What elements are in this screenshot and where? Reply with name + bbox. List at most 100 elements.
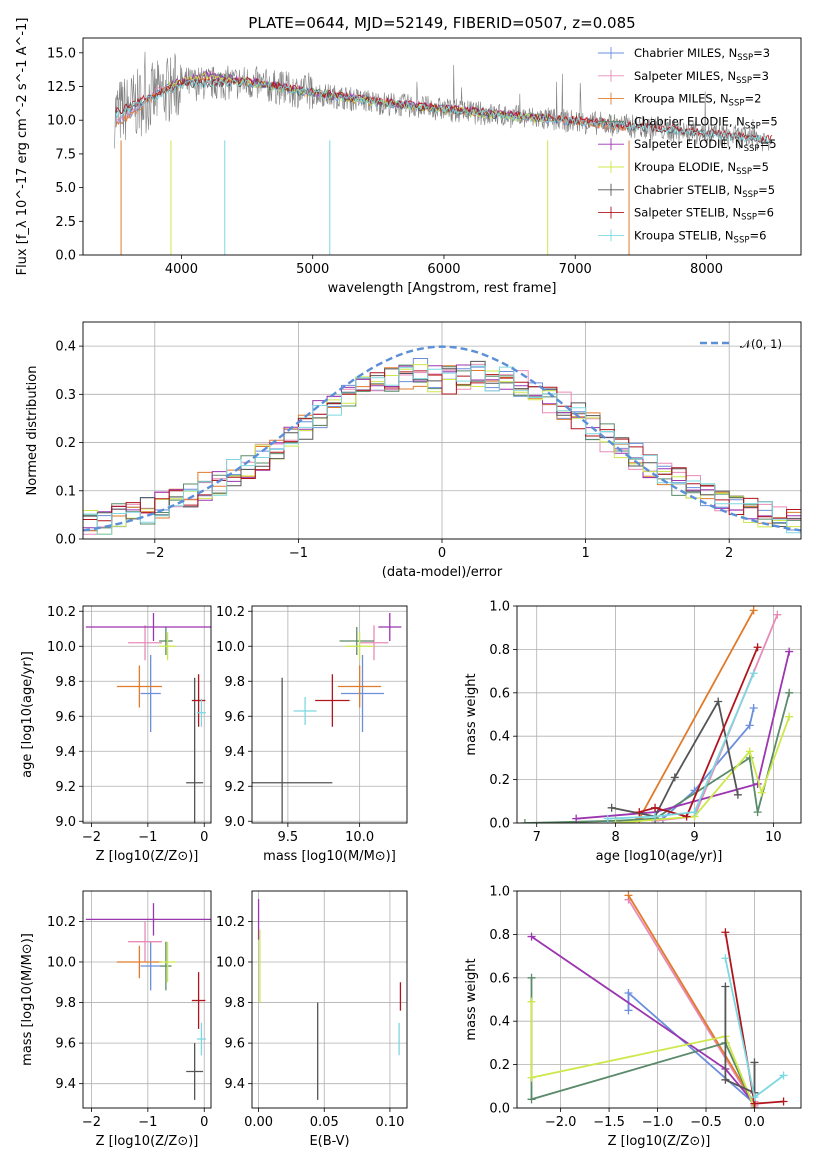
y-tick-label: 9.4 bbox=[224, 745, 245, 760]
axes-age-vs-mass: 9.5 10.0 9.0 9.2 9.4 9.6 9.8 10.0 10.2 mass [log1… bbox=[216, 605, 408, 864]
series-kroupa-stelib bbox=[603, 669, 758, 823]
weight-lines bbox=[527, 891, 788, 1108]
y-tick-label: 15.0 bbox=[47, 46, 76, 61]
x-tick-label: 7000 bbox=[559, 262, 592, 277]
data-point-marker bbox=[733, 790, 742, 799]
data-point bbox=[378, 613, 402, 641]
y-tick-label: 10.0 bbox=[216, 955, 245, 970]
points bbox=[85, 613, 211, 823]
plot-frame bbox=[251, 890, 408, 1109]
plot-frame bbox=[251, 605, 408, 824]
data-point-marker bbox=[749, 703, 758, 712]
data-point bbox=[345, 632, 374, 661]
data-point bbox=[252, 677, 333, 823]
data-point bbox=[160, 941, 172, 991]
plot-frame bbox=[82, 37, 802, 256]
axes-weight-vs-Z: −2.0 −1.5 −1.0 −0.5 0.0 0.0 0.2 0.4 0.6 0.8 1.0 Z [… bbox=[464, 885, 802, 1149]
series-chabrier-elodie bbox=[527, 973, 759, 1108]
y-tick-label: 12.5 bbox=[47, 80, 76, 95]
axes-age-vs-Z: −2 −1 0 9.0 9.2 9.4 9.6 9.8 10.0 10.2 Z [log10(Z/Z… bbox=[20, 605, 212, 864]
data-point-marker bbox=[520, 819, 529, 823]
data-point bbox=[293, 697, 317, 725]
data-point bbox=[359, 625, 389, 661]
data-point-marker bbox=[527, 1073, 536, 1082]
axes-mass-vs-EBV: 0.00 0.05 0.10 9.4 9.6 9.8 10.0 10.2 E(B-V) bbox=[216, 890, 408, 1149]
x-tick-label: 10.0 bbox=[345, 830, 374, 845]
x-tick-label: 6000 bbox=[427, 262, 460, 277]
legend-label: Salpeter ELODIE, NSSP=5 bbox=[634, 137, 777, 154]
data-point-marker bbox=[624, 1006, 633, 1015]
y-tick-label: 9.2 bbox=[55, 780, 76, 795]
x-tick-label: −1 bbox=[289, 546, 308, 561]
y-tick-label: 9.6 bbox=[224, 710, 245, 725]
data-point-marker bbox=[749, 669, 758, 678]
y-tick-label: 10.0 bbox=[216, 640, 245, 655]
data-point-marker bbox=[750, 1058, 759, 1067]
series-line bbox=[615, 707, 755, 823]
data-point-marker bbox=[785, 712, 794, 721]
data-point bbox=[159, 632, 177, 661]
x-tick-label: −2 bbox=[82, 830, 101, 845]
legend-label: Chabrier ELODIE, NSSP=5 bbox=[634, 114, 778, 131]
x-tick-label: 0 bbox=[200, 830, 208, 845]
y-tick-label: 0.4 bbox=[489, 730, 510, 745]
legend-gaussian-label: 𝒩(0, 1) bbox=[740, 337, 782, 351]
x-tick-label: 4000 bbox=[165, 262, 198, 277]
histogram-salpeter-stelib bbox=[83, 370, 801, 522]
y-tick-label: 9.6 bbox=[55, 710, 76, 725]
y-tick-label: 0.2 bbox=[489, 1058, 510, 1073]
series-line bbox=[167, 71, 550, 124]
series-chabrier-stelib bbox=[607, 697, 742, 821]
data-point-marker bbox=[527, 973, 536, 982]
data-point bbox=[338, 665, 382, 708]
series-line bbox=[530, 935, 756, 1105]
y-tick-label: 7.5 bbox=[55, 147, 76, 162]
data-point-marker bbox=[714, 697, 723, 706]
x-axis-label: Z [log10(Z/Z⊙)] bbox=[608, 1134, 711, 1149]
series-kroupa-stelib bbox=[721, 954, 788, 1102]
plot-frame bbox=[82, 321, 802, 540]
x-tick-label: 5000 bbox=[296, 262, 329, 277]
y-tick-label: 9.8 bbox=[55, 996, 76, 1011]
points bbox=[85, 903, 211, 1100]
y-tick-label: 9.4 bbox=[55, 745, 76, 760]
axes-mass-vs-Z: −2 −1 0 9.4 9.6 9.8 10.0 10.2 Z [log10(Z/Z⊙)] mas… bbox=[20, 890, 212, 1149]
data-point-marker bbox=[624, 988, 633, 997]
x-tick-label: 8000 bbox=[690, 262, 723, 277]
x-tick-label: 7 bbox=[533, 830, 541, 845]
y-tick-label: 0.8 bbox=[489, 643, 510, 658]
figure-title: PLATE=0644, MJD=52149, FIBERID=0507, z=0… bbox=[248, 14, 635, 32]
x-tick-label: 0 bbox=[438, 546, 446, 561]
x-tick-label: 9.5 bbox=[278, 830, 299, 845]
data-point-marker bbox=[773, 610, 782, 619]
y-tick-label: 0.0 bbox=[489, 817, 510, 832]
x-tick-label: −1.0 bbox=[642, 1115, 674, 1130]
series-salpeter-stelib bbox=[721, 928, 788, 1108]
data-point bbox=[159, 941, 177, 983]
y-tick-label: 5.0 bbox=[55, 181, 76, 196]
data-point-marker bbox=[527, 997, 536, 1006]
y-tick-label: 9.8 bbox=[224, 996, 245, 1011]
data-point bbox=[196, 698, 206, 727]
data-point-marker bbox=[527, 932, 536, 941]
data-point-marker bbox=[611, 819, 620, 823]
legend-label: Kroupa STELIB, NSSP=6 bbox=[634, 228, 766, 245]
y-axis-label: mass weight bbox=[464, 958, 479, 1040]
series-kroupa-miles bbox=[624, 891, 759, 1108]
x-axis-label: Z [log10(Z/Z⊙)] bbox=[96, 1134, 199, 1149]
axes-residuals: −2 −1 0 1 2 0.0 0.1 0.2 0.3 0.4 (data-model)/error… bbox=[25, 321, 802, 580]
plot-frame bbox=[516, 890, 802, 1109]
y-tick-label: 0.3 bbox=[55, 388, 76, 403]
x-tick-label: −1 bbox=[138, 830, 157, 845]
y-tick-label: 9.8 bbox=[224, 675, 245, 690]
data-point-marker bbox=[721, 1075, 730, 1084]
data-point bbox=[140, 941, 161, 991]
data-point-marker bbox=[572, 814, 581, 823]
series-chabrier-miles bbox=[611, 703, 758, 823]
series-line bbox=[576, 651, 791, 820]
data-point-marker bbox=[785, 688, 794, 697]
y-tick-label: 0.8 bbox=[489, 928, 510, 943]
x-axis-label: (data-model)/error bbox=[382, 565, 503, 580]
x-tick-label: −2 bbox=[82, 1115, 101, 1130]
x-tick-label: 0.0 bbox=[744, 1115, 765, 1130]
